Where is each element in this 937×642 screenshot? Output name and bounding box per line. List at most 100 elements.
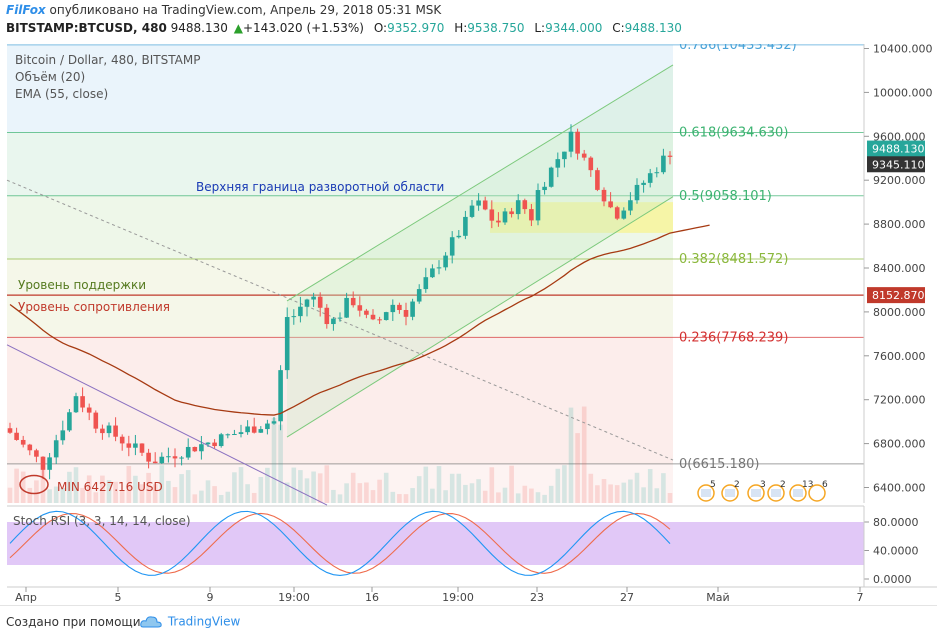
y-tick-label: 7200.000 [873,394,926,407]
candle [621,210,627,219]
price-tag [867,156,925,173]
volume-bar [232,472,237,503]
close-value: 9488.130 [624,21,682,35]
candle [27,444,33,451]
volume-bar [27,487,33,503]
candle [34,450,39,457]
candle [225,434,231,436]
volume-bar [258,476,264,503]
volume-bar [133,475,138,503]
candle [126,443,132,448]
min-marker [19,474,49,495]
min-label: MIN 6427.16 USD [57,480,163,494]
volume-bar [34,480,39,503]
event-flag-icon [808,484,826,502]
candle [377,319,382,321]
candle [502,211,508,223]
candle [324,307,330,325]
chart-header: FilFox опубликовано на TradingView.com, … [0,0,937,44]
channel-top [286,64,674,302]
ema-line [9,224,710,416]
candle [449,237,455,256]
volume-bar [502,487,508,503]
volume-bar [205,480,211,503]
candle [47,457,52,470]
fib-label: 0.236(7768.239) [679,330,788,345]
volume-bar [614,485,620,503]
candle [515,200,521,215]
candle [542,186,547,191]
price-axis[interactable]: 10400.000 10000.000 9600.000 9200.000 8800.0… [864,44,933,495]
volume-bar [390,491,396,503]
candle [562,151,567,160]
volume-bar [555,468,561,503]
candle [456,235,462,238]
stoch-label: Stoch RSI (3, 3, 14, 14, close) [13,514,191,528]
volume-bar [60,488,66,503]
candle [298,306,303,317]
volume-bar [667,492,673,503]
volume-bar [641,487,646,503]
candle [357,305,363,311]
volume-bar [509,465,514,503]
publish-line: FilFox опубликовано на TradingView.com, … [6,3,441,17]
ohlc-line: BITSTAMP:BTCUSD, 480 9488.130 ▲+143.020 … [6,21,682,35]
channel-bottom [286,196,674,438]
event-count: 6 [822,480,828,490]
candle [166,456,171,458]
open-value: 9352.970 [387,21,445,35]
event-count: 5 [710,480,716,490]
candle [152,461,158,464]
brand-name[interactable]: FilFox [6,3,46,17]
candle [60,430,66,441]
volume-bar [595,485,600,503]
stoch-tick-label: 40.0000 [873,545,919,558]
volume-bar [588,473,594,503]
volume-bar [152,484,158,503]
candle [212,442,217,447]
channel-fill [287,64,673,438]
candle [522,200,528,210]
volume-bar [548,485,554,503]
price-chart[interactable]: 0.786(10433.432) 0.618(9634.630) 0.5(9058.… [0,44,937,605]
fib-band [7,259,673,338]
volume-bar [245,484,250,503]
candle [139,443,145,453]
volume-bar [357,483,363,503]
candle [93,412,99,429]
candle [113,425,118,437]
volume-bar [621,482,627,503]
fib-levels: 0.786(10433.432) 0.618(9634.630) 0.5(9058.… [7,44,864,472]
volume-bar [344,483,349,503]
stoch-d-line [9,512,671,574]
x-tick-label: 27 [620,591,634,604]
volume-bar [529,488,534,503]
time-axis[interactable]: Апр 5 9 19:00 16 19:00 23 27 Май 7 [15,587,864,604]
y-tick-label: 6800.000 [873,438,926,451]
candle [529,209,534,221]
volume-bar [271,418,277,503]
candle [463,216,468,236]
volume-bar [113,481,118,503]
volume-bar [53,486,59,503]
event-icons[interactable]: 5 2 3 2 13 6 [697,480,828,502]
volume-bar [542,494,547,503]
candle [403,310,409,317]
volume-bar [634,472,640,503]
candle [146,452,151,462]
legend-volume: Объём (20) [15,70,85,84]
publish-info: опубликовано на TradingView.com, Апрель … [49,3,442,17]
y-tick-label: 10400.000 [873,44,933,56]
y-tick-label: 8800.000 [873,218,926,231]
x-tick-label: 5 [115,591,122,604]
volume-bar [47,489,52,503]
candle [271,421,277,424]
volume-bar [265,467,270,503]
candle [20,439,26,445]
candle [476,200,481,206]
tradingview-logo[interactable]: TradingView [140,614,240,630]
symbol-label[interactable]: BITSTAMP:BTCUSD, 480 [6,21,167,35]
volume-bar [212,486,217,503]
candle [40,456,46,470]
candle [614,207,620,219]
